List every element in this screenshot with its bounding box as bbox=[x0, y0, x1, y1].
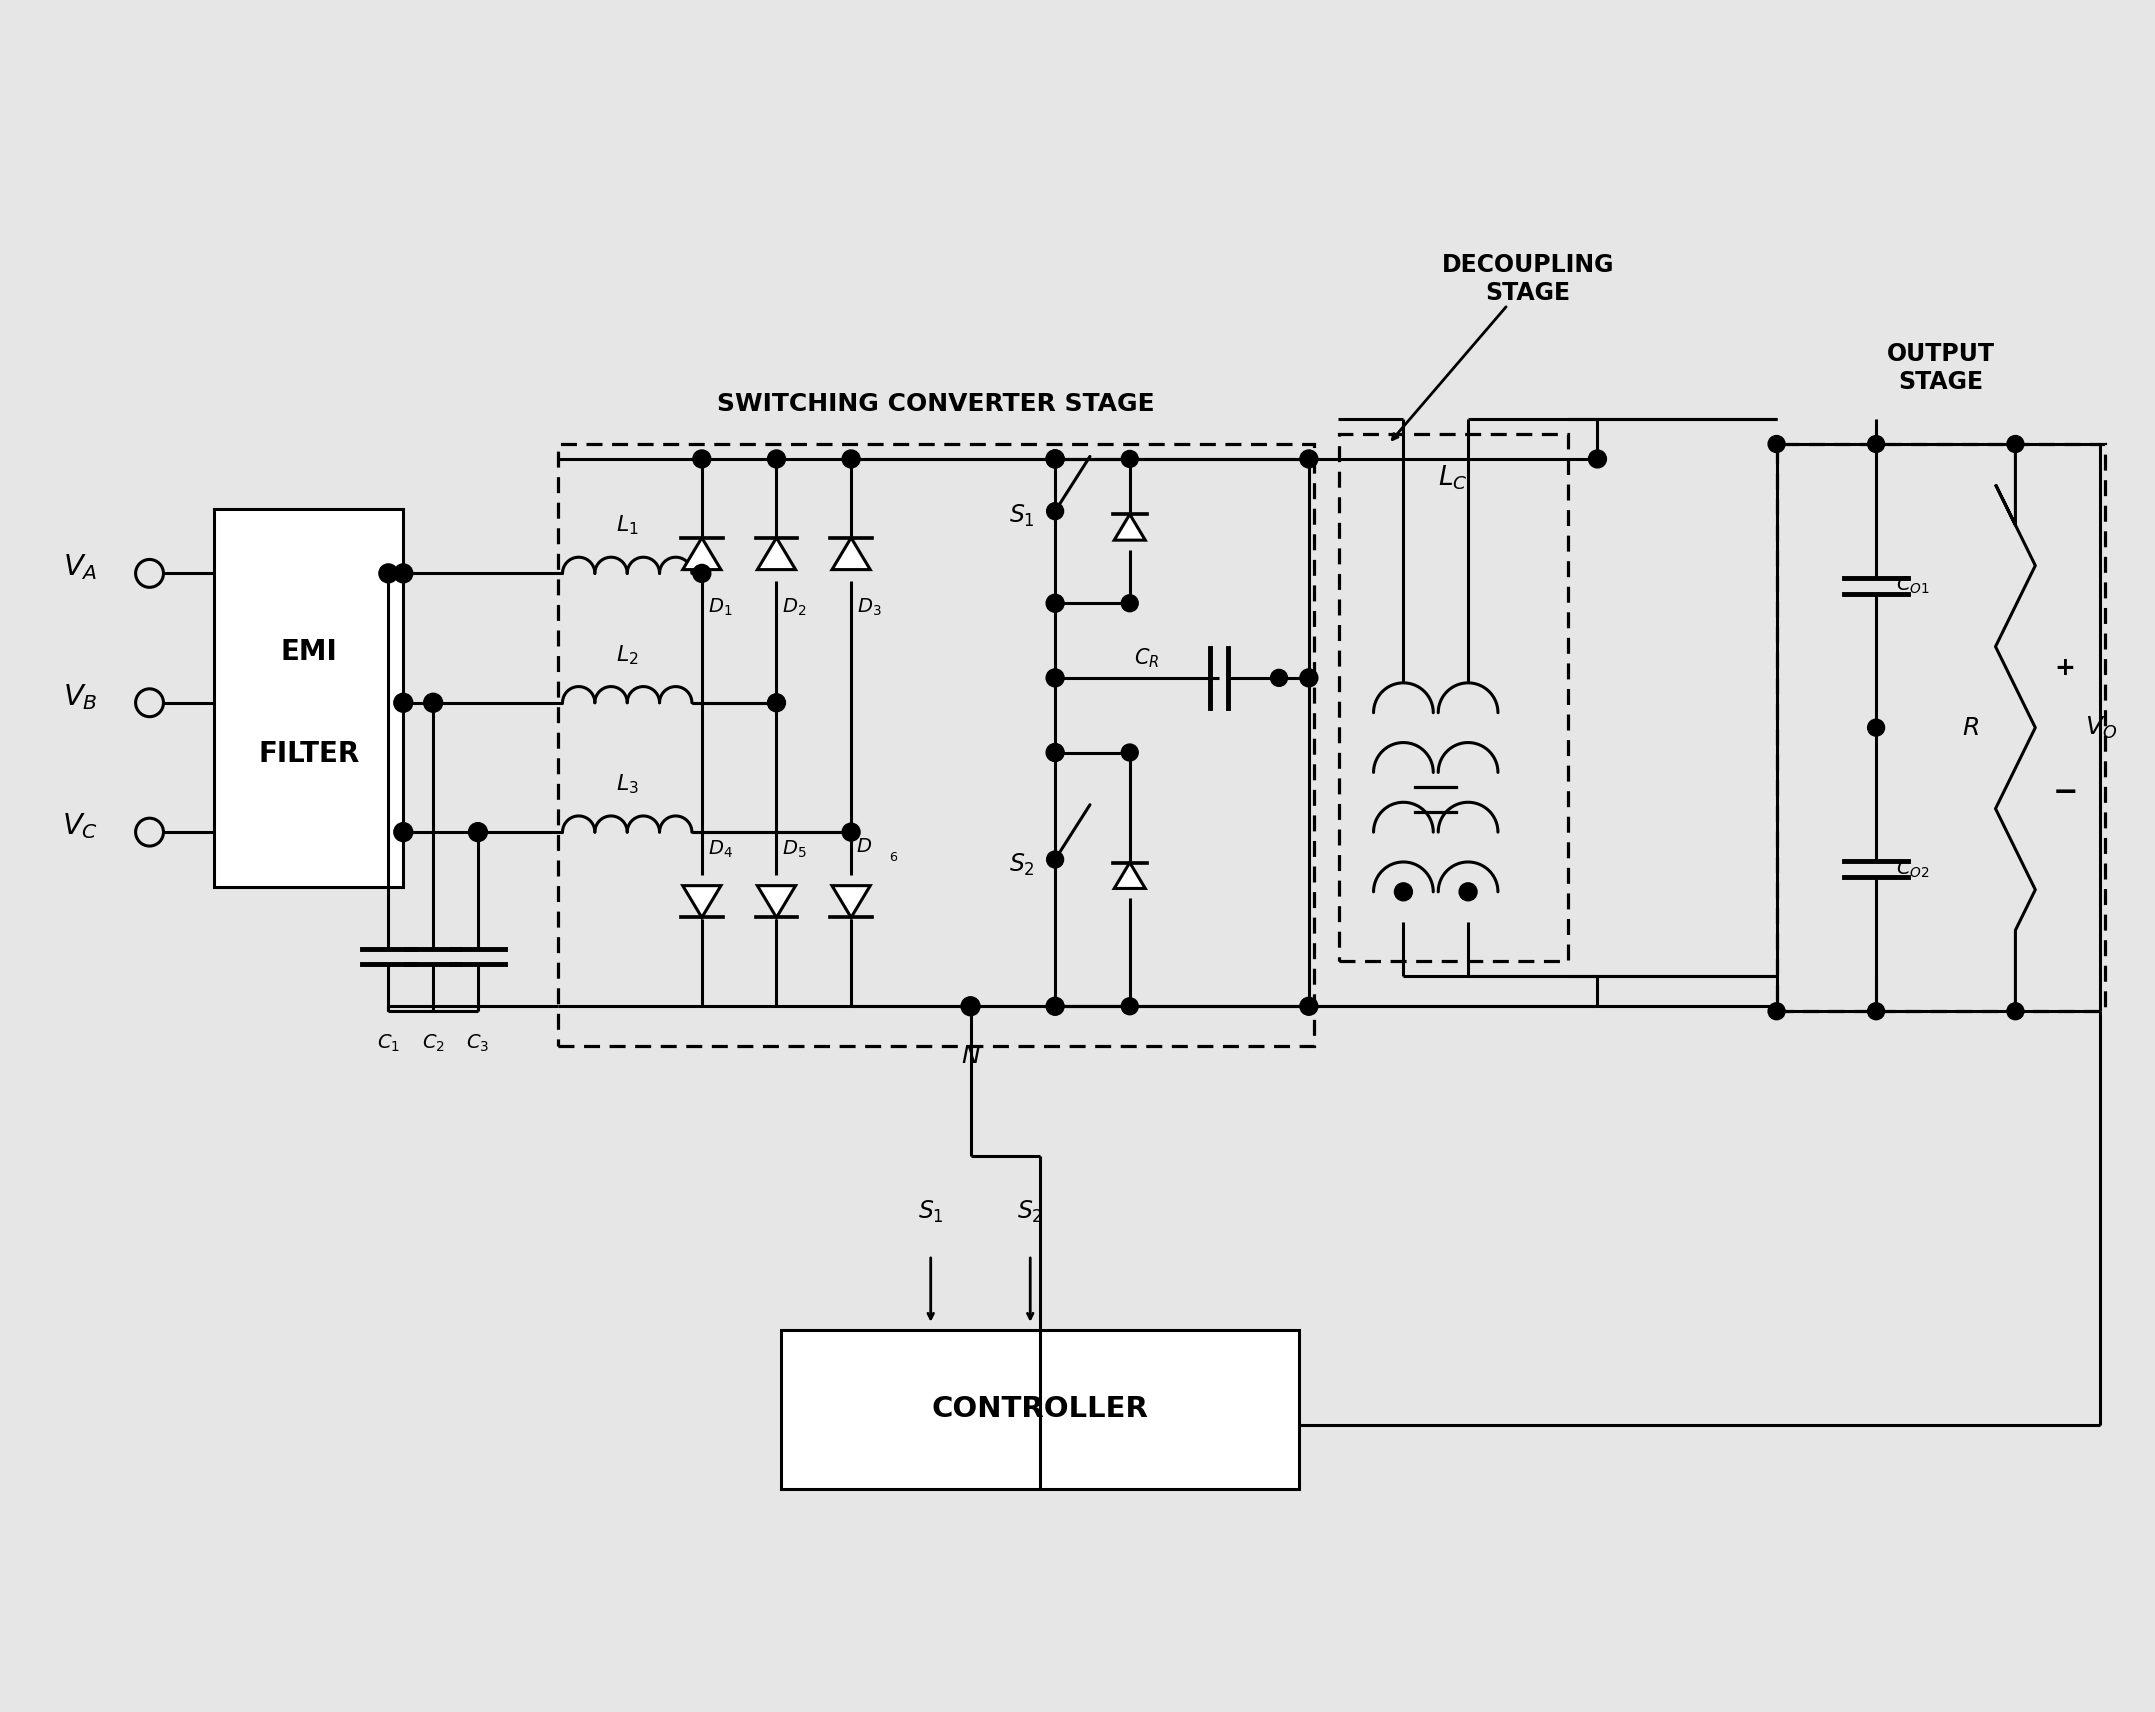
Polygon shape bbox=[832, 885, 871, 918]
Circle shape bbox=[394, 823, 414, 842]
Text: $L_1$: $L_1$ bbox=[616, 514, 638, 538]
Polygon shape bbox=[683, 538, 722, 570]
Text: $D_3$: $D_3$ bbox=[858, 597, 881, 618]
Bar bbox=[1338, 435, 1567, 962]
Text: $D_5$: $D_5$ bbox=[782, 839, 806, 861]
Circle shape bbox=[1121, 998, 1138, 1015]
Text: $L_2$: $L_2$ bbox=[616, 644, 638, 666]
Text: $L_3$: $L_3$ bbox=[616, 772, 638, 796]
Text: $C_1$: $C_1$ bbox=[377, 1032, 401, 1055]
Circle shape bbox=[1299, 998, 1319, 1015]
Circle shape bbox=[1868, 1003, 1886, 1020]
Text: $C_3$: $C_3$ bbox=[465, 1032, 489, 1055]
Circle shape bbox=[2006, 1003, 2024, 1020]
Text: $C_R$: $C_R$ bbox=[1134, 647, 1159, 669]
Circle shape bbox=[843, 450, 860, 467]
Circle shape bbox=[1045, 450, 1065, 467]
Polygon shape bbox=[1114, 514, 1144, 541]
Circle shape bbox=[394, 693, 414, 712]
Circle shape bbox=[1868, 435, 1886, 452]
Text: FILTER: FILTER bbox=[259, 741, 360, 769]
Circle shape bbox=[1767, 1003, 1784, 1020]
Circle shape bbox=[1045, 450, 1065, 467]
Circle shape bbox=[1121, 594, 1138, 611]
Text: $N$: $N$ bbox=[961, 1044, 981, 1068]
Circle shape bbox=[1047, 851, 1065, 868]
Circle shape bbox=[425, 693, 442, 712]
Circle shape bbox=[694, 450, 711, 467]
Circle shape bbox=[1121, 745, 1138, 760]
Text: $V_A$: $V_A$ bbox=[62, 553, 97, 582]
Text: SWITCHING CONVERTER STAGE: SWITCHING CONVERTER STAGE bbox=[718, 392, 1155, 416]
Circle shape bbox=[468, 823, 487, 842]
Circle shape bbox=[1299, 669, 1319, 687]
Circle shape bbox=[1047, 594, 1065, 611]
Text: $L_C$: $L_C$ bbox=[1437, 464, 1468, 493]
Circle shape bbox=[1047, 450, 1065, 467]
Text: $R$: $R$ bbox=[1963, 716, 1978, 740]
Text: $S_2$: $S_2$ bbox=[1009, 851, 1034, 878]
Polygon shape bbox=[756, 885, 795, 918]
Bar bbox=[558, 443, 1315, 1046]
Text: $V_O$: $V_O$ bbox=[2086, 714, 2116, 741]
Text: $V_B$: $V_B$ bbox=[62, 681, 97, 712]
Text: EMI: EMI bbox=[280, 639, 336, 666]
Polygon shape bbox=[1114, 863, 1144, 889]
Circle shape bbox=[1394, 883, 1412, 901]
Bar bbox=[782, 1330, 1299, 1489]
Circle shape bbox=[1271, 669, 1287, 687]
Bar bbox=[213, 508, 403, 887]
Circle shape bbox=[1045, 998, 1065, 1015]
Text: $D$: $D$ bbox=[856, 837, 873, 856]
Text: CONTROLLER: CONTROLLER bbox=[931, 1395, 1149, 1423]
Circle shape bbox=[1047, 745, 1065, 760]
Text: $C_{O1}$: $C_{O1}$ bbox=[1896, 575, 1929, 596]
Text: $S_1$: $S_1$ bbox=[1009, 503, 1034, 529]
Text: $V_C$: $V_C$ bbox=[62, 811, 97, 841]
Circle shape bbox=[1767, 435, 1784, 452]
Text: $D_2$: $D_2$ bbox=[782, 597, 806, 618]
Circle shape bbox=[1045, 669, 1065, 687]
Circle shape bbox=[1045, 743, 1065, 762]
Text: DECOUPLING
STAGE: DECOUPLING STAGE bbox=[1442, 253, 1614, 305]
Text: $S_2$: $S_2$ bbox=[1017, 1198, 1043, 1226]
Text: $C_2$: $C_2$ bbox=[422, 1032, 444, 1055]
Circle shape bbox=[1299, 450, 1319, 467]
Circle shape bbox=[1047, 998, 1065, 1015]
Text: −: − bbox=[2052, 777, 2077, 806]
Text: $C_{O2}$: $C_{O2}$ bbox=[1896, 859, 1929, 880]
Circle shape bbox=[1047, 745, 1065, 760]
Text: $S_1$: $S_1$ bbox=[918, 1198, 944, 1226]
Circle shape bbox=[379, 563, 399, 582]
Circle shape bbox=[961, 996, 981, 1015]
Text: $_6$: $_6$ bbox=[888, 846, 899, 865]
Circle shape bbox=[1868, 719, 1886, 736]
Text: $D_1$: $D_1$ bbox=[707, 597, 733, 618]
Circle shape bbox=[1047, 503, 1065, 520]
Bar bbox=[1776, 443, 2105, 1012]
Text: OUTPUT
STAGE: OUTPUT STAGE bbox=[1888, 342, 1996, 394]
Circle shape bbox=[2006, 435, 2024, 452]
Circle shape bbox=[1459, 883, 1476, 901]
Circle shape bbox=[1047, 450, 1065, 467]
Text: +: + bbox=[2054, 656, 2075, 680]
Circle shape bbox=[1121, 450, 1138, 467]
Circle shape bbox=[1045, 594, 1065, 613]
Polygon shape bbox=[683, 885, 722, 918]
Circle shape bbox=[1588, 450, 1605, 467]
Polygon shape bbox=[756, 538, 795, 570]
Circle shape bbox=[394, 563, 414, 582]
Circle shape bbox=[843, 823, 860, 841]
Circle shape bbox=[767, 693, 784, 712]
Circle shape bbox=[694, 565, 711, 582]
Circle shape bbox=[767, 450, 784, 467]
Polygon shape bbox=[832, 538, 871, 570]
Text: $D_4$: $D_4$ bbox=[707, 839, 733, 861]
